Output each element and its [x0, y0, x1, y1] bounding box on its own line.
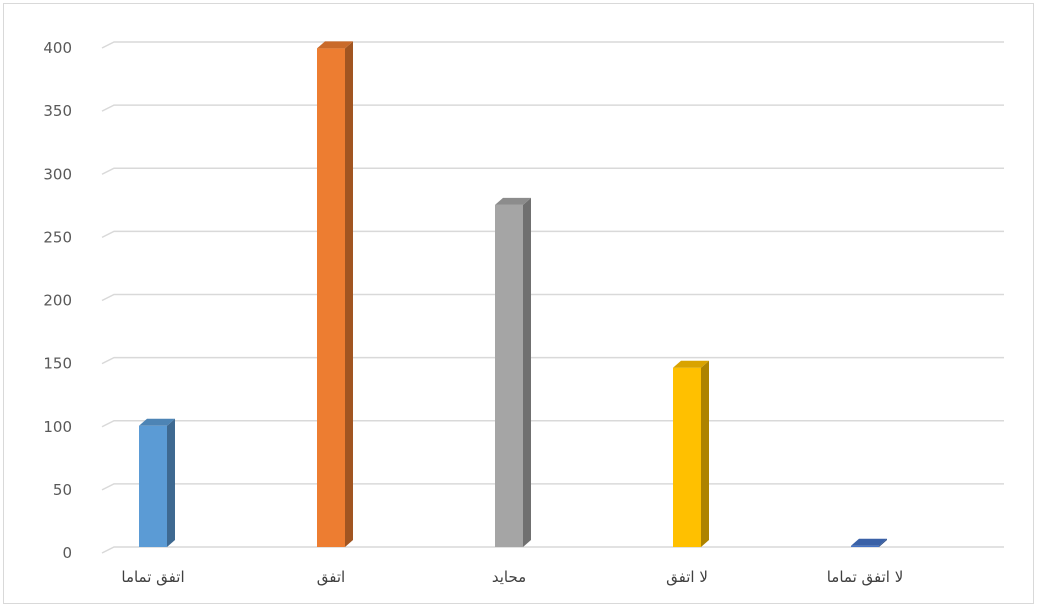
bar-3: [495, 197, 531, 548]
bar-side: [345, 41, 353, 547]
gridline: [101, 356, 1004, 365]
x-axis-labels: اتفق تماما اتفق محايد لا اتفق لا اتفق تماما: [121, 568, 903, 586]
gridline: [101, 230, 1004, 239]
bar-side: [167, 418, 175, 547]
bar-top: [495, 197, 531, 205]
y-tick-label: 300: [43, 165, 72, 183]
y-tick-label: 350: [43, 102, 72, 120]
bar-2: [317, 41, 353, 547]
x-category-label: اتفق: [317, 568, 345, 586]
bar-front: [139, 425, 167, 547]
bar-front: [495, 204, 523, 548]
x-category-label: لا اتفق تماما: [827, 568, 904, 586]
x-category-label: محايد: [492, 568, 526, 586]
bar-front: [673, 367, 701, 547]
gridline: [101, 41, 1004, 49]
bar-top: [851, 538, 887, 546]
bar-top: [139, 418, 175, 426]
bar-4: [673, 360, 709, 547]
y-tick-label: 150: [43, 355, 72, 373]
bar-side: [523, 197, 531, 548]
bar-top: [317, 41, 353, 49]
y-tick-label: 100: [43, 418, 72, 436]
gridline: [101, 420, 1004, 428]
x-category-label: اتفق تماما: [121, 568, 184, 586]
y-tick-label: 400: [43, 39, 72, 57]
bar-5: [851, 538, 887, 547]
gridline: [101, 546, 1004, 554]
bars: [139, 41, 887, 548]
bar-chart: 0 50 100 150 200 250 300 350 400 اتفق تماما اتفق م…: [43, 39, 1004, 586]
bar-side: [701, 360, 709, 547]
y-axis-ticks: 0 50 100 150 200 250 300 350 400: [43, 39, 72, 562]
y-tick-label: 250: [43, 228, 72, 246]
gridline: [101, 104, 1004, 112]
y-tick-label: 0: [62, 544, 72, 562]
x-category-label: لا اتفق: [666, 568, 708, 586]
bar-front: [851, 545, 879, 547]
bar-side: [879, 538, 887, 547]
y-tick-label: 200: [43, 292, 72, 310]
gridline: [101, 483, 1004, 491]
bar-front: [317, 48, 345, 547]
chart-frame: 0 50 100 150 200 250 300 350 400 اتفق تماما اتفق م…: [3, 3, 1034, 604]
bar-1: [139, 418, 175, 547]
bar-top: [673, 360, 709, 368]
gridline: [101, 167, 1004, 175]
gridlines: [101, 41, 1004, 554]
gridline: [101, 293, 1004, 302]
y-tick-label: 50: [53, 481, 72, 499]
